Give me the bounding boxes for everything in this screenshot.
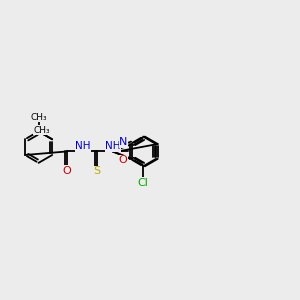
Text: CH₃: CH₃ xyxy=(33,126,50,135)
Text: O: O xyxy=(63,166,71,176)
Text: N: N xyxy=(119,137,128,148)
Text: O: O xyxy=(119,155,128,165)
Text: NH: NH xyxy=(105,141,121,151)
Text: CH₃: CH₃ xyxy=(30,112,47,122)
Text: Cl: Cl xyxy=(138,178,148,188)
Text: S: S xyxy=(94,167,101,176)
Text: NH: NH xyxy=(75,141,91,151)
